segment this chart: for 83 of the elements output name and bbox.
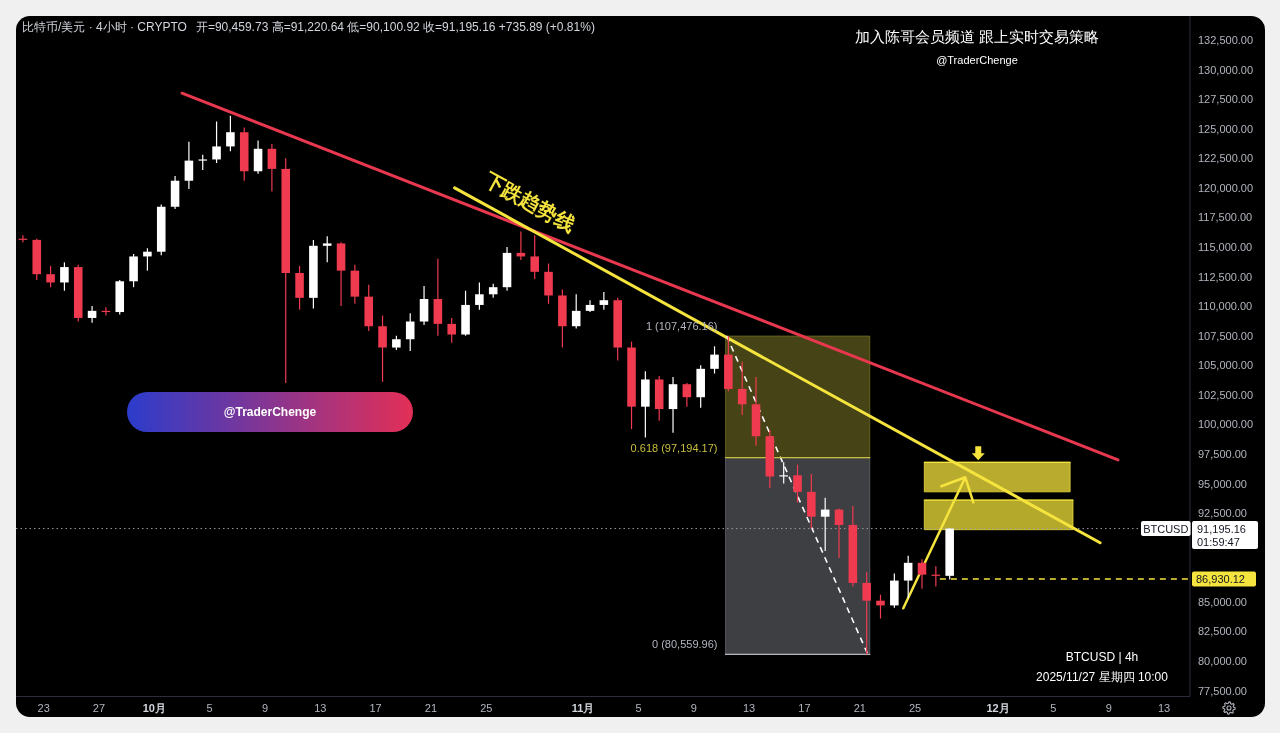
x-tick-label: 9 [1105,702,1112,714]
x-tick-label: 5 [206,702,213,714]
candlestick [253,139,263,175]
y-tick-label: 127,500.00 [1198,93,1254,106]
y-tick-label: 125,000.00 [1198,122,1254,135]
candlestick [419,285,429,326]
candlestick [226,115,235,152]
annotation: 0 (80,559.96) [652,638,718,651]
ref-line-label: 91,195.16 [1197,522,1246,535]
x-tick-label: 27 [92,702,106,714]
candlestick [447,317,456,344]
candlestick [530,234,539,280]
y-tick-label: 102,500.00 [1198,388,1254,401]
x-tick-label: 25 [480,702,493,714]
y-tick-label: 107,500.00 [1198,329,1254,342]
candlestick [571,293,581,330]
candlestick [737,361,747,416]
y-tick-label: 132,500.00 [1198,33,1254,46]
candlestick [599,291,609,311]
candlestick [710,345,719,375]
candlestick [60,261,69,292]
candlestick [779,461,788,485]
x-tick-label: 13 [314,702,327,714]
candlestick [820,497,830,552]
candlestick [267,143,277,192]
y-tick-label: 112,500.00 [1198,270,1253,283]
x-tick-label: 5 [1050,702,1057,714]
x-tick-label: 17 [369,702,382,714]
y-tick-label: 117,500.00 [1198,211,1253,224]
annotation: @TraderChenge [936,54,1018,66]
chart-subtitle: 开=90,459.73 高=91,220.64 低=90,100.92 收=91,195.16 +735.89 (+0.81%) [195,20,595,34]
candlestick [322,235,332,263]
x-tick-label: 10月 [142,702,166,714]
candlestick [475,281,484,311]
candlestick [682,382,692,408]
annotation: BTCUSD | 4h [1065,650,1139,664]
x-tick-label: 9 [261,702,269,714]
x-tick-label: 13 [742,702,756,714]
x-tick-label: 12月 [986,702,1010,714]
candlestick [87,305,97,324]
y-tick-label: 77,500.00 [1198,684,1247,697]
x-tick-label: 21 [424,702,438,714]
y-tick-label: 130,000.00 [1198,63,1254,76]
text: 01:59:47 [1197,535,1240,548]
y-tick-label: 115,000.00 [1198,240,1253,253]
y-tick-label: 92,500.00 [1198,507,1247,520]
x-tick-label: 17 [798,702,811,714]
x-tick-label: 21 [853,702,866,714]
annotation: @TraderChenge [223,405,317,419]
annotation: 加入陈哥会员频道 跟上实时交易策略 [854,27,1100,45]
candlestick [793,464,802,504]
annotation: 下跌趋势线 [480,167,580,236]
candlestick [212,120,221,164]
candlestick [405,312,415,352]
y-tick-label: 80,000.00 [1198,655,1247,668]
candlestick [917,558,927,590]
x-tick-label: 9 [690,702,697,714]
y-tick-label: 82,500.00 [1198,625,1247,638]
text: 86,930.12 [1196,573,1245,586]
candlestick [184,141,194,190]
candlestick [378,314,387,383]
y-tick-label: 120,000.00 [1198,181,1254,194]
candlestick [544,262,553,305]
y-tick-label: 95,000.00 [1198,477,1247,490]
chart-title: 比特币/美元 · 4小时 · CRYPTO [22,20,187,34]
candlestick [46,265,55,288]
y-tick-label: 122,500.00 [1198,152,1254,165]
y-tick-label: 97,500.00 [1198,447,1247,460]
candlestick [834,507,844,559]
x-tick-label: 5 [635,702,642,714]
annotation: 0.618 (97,194.17) [630,441,718,454]
y-tick-label: 100,000.00 [1198,418,1254,431]
y-tick-label: 105,000.00 [1198,359,1254,372]
x-tick-label: 25 [908,702,922,714]
candlestick [903,555,913,599]
x-tick-label: 13 [1157,702,1171,714]
candlestick [862,571,871,655]
annotation: 2025/11/27 星期四 10:00 [1036,670,1169,684]
x-tick-label: 11月 [571,702,595,714]
y-tick-label: 85,000.00 [1198,595,1247,608]
annotation: BTCUSD [1143,522,1189,535]
y-tick-label: 110,000.00 [1198,300,1253,313]
x-tick-label: 23 [37,702,50,714]
